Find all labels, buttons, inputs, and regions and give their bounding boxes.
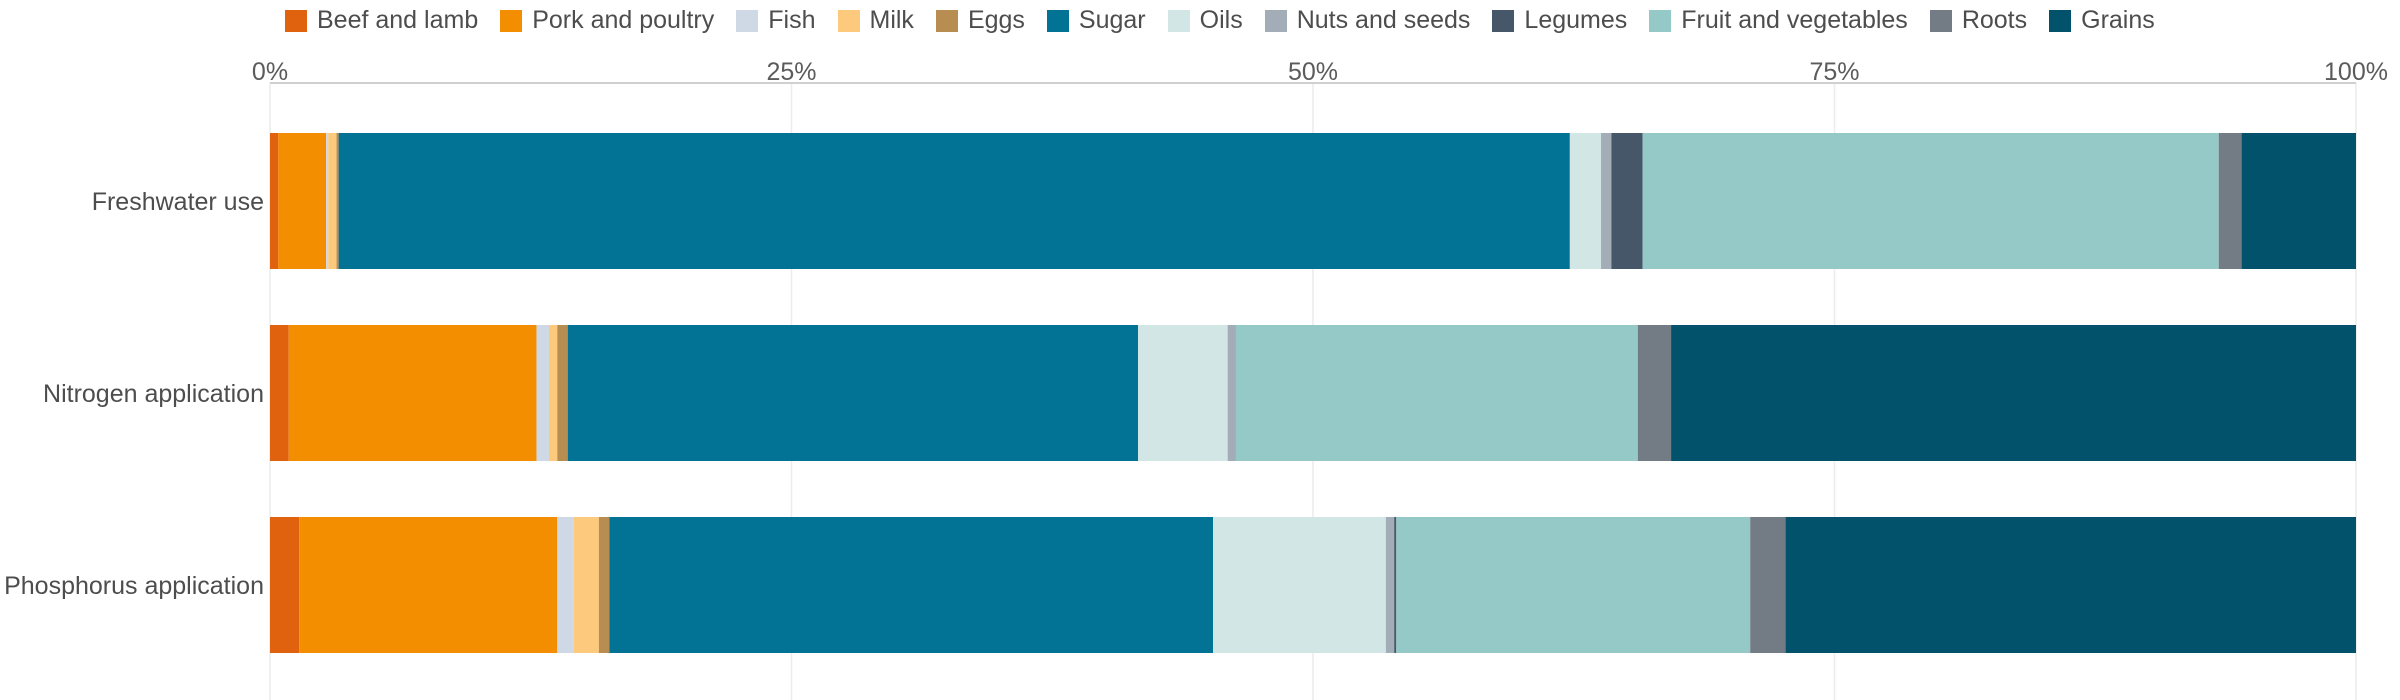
legend-item[interactable]: Milk [837, 6, 914, 35]
bar-segment[interactable] [536, 325, 549, 461]
legend-label: Beef and lamb [317, 6, 479, 34]
bar-segment[interactable] [278, 133, 327, 269]
bar-segment[interactable] [328, 133, 337, 269]
bar-group [270, 325, 2356, 461]
bar-segment[interactable] [1396, 517, 1751, 653]
bar-segment[interactable] [1213, 517, 1386, 653]
bar-segment[interactable] [2241, 133, 2356, 269]
bar-segment[interactable] [1611, 133, 1643, 269]
bar-segment[interactable] [338, 133, 1570, 269]
legend-label: Roots [1961, 6, 2028, 34]
bar-segment[interactable] [1385, 517, 1395, 653]
legend-label: Nuts and seeds [1296, 6, 1471, 34]
legend-swatch [1264, 9, 1287, 32]
bar-segment[interactable] [1750, 517, 1786, 653]
legend-swatch [736, 9, 759, 32]
legend-item[interactable]: Roots [1929, 6, 2028, 35]
x-tick-label: 25% [766, 58, 816, 86]
x-axis-ticks: 0% 25% 50% 75% 100% [252, 58, 2388, 86]
legend-swatch [1492, 9, 1515, 32]
chart-legend: Beef and lamb Pork and poultry Fish Milk Egg… [285, 6, 2177, 35]
legend-item[interactable]: Eggs [935, 6, 1025, 35]
bar-group [270, 517, 2356, 653]
legend-item[interactable]: Beef and lamb [285, 6, 478, 35]
bar-segment[interactable] [270, 325, 289, 461]
bars [270, 133, 2356, 653]
legend-item[interactable]: Legumes [1492, 6, 1627, 35]
x-tick-label: 100% [2324, 58, 2388, 86]
bar-segment[interactable] [1394, 517, 1397, 653]
legend-swatch [1167, 9, 1190, 32]
legend-label: Oils [1199, 6, 1243, 34]
bar-segment[interactable] [573, 517, 599, 653]
legend-swatch [1929, 9, 1952, 32]
bar-segment[interactable] [557, 517, 574, 653]
legend-label: Legumes [1524, 6, 1628, 34]
legend-swatch [2049, 9, 2072, 32]
legend-item[interactable]: Oils [1167, 6, 1243, 35]
legend-swatch [500, 9, 523, 32]
bar-segment[interactable] [1785, 517, 2356, 653]
x-tick-label: 75% [1809, 58, 1859, 86]
x-tick-label: 0% [252, 58, 288, 86]
legend-label: Eggs [967, 6, 1025, 34]
bar-segment[interactable] [1235, 325, 1638, 461]
legend-item[interactable]: Grains [2049, 6, 2155, 35]
bar-segment[interactable] [288, 325, 537, 461]
category-label: Freshwater use [92, 188, 264, 216]
legend-swatch [1046, 9, 1069, 32]
legend-item[interactable]: Sugar [1046, 6, 1146, 35]
legend-label: Milk [869, 6, 914, 34]
bar-segment[interactable] [1601, 133, 1612, 269]
legend-label: Fruit and vegetables [1681, 6, 1908, 34]
category-labels: Freshwater use Nitrogen application Phosph… [4, 188, 264, 600]
bar-segment[interactable] [270, 517, 300, 653]
legend-item[interactable]: Pork and poultry [500, 6, 714, 35]
bar-group [270, 133, 2356, 269]
bar-segment[interactable] [2218, 133, 2242, 269]
bar-segment[interactable] [1637, 325, 1672, 461]
bar-segment[interactable] [557, 325, 568, 461]
x-tick-label: 50% [1288, 58, 1338, 86]
legend-item[interactable]: Fruit and vegetables [1649, 6, 1908, 35]
category-label: Nitrogen application [43, 380, 264, 408]
legend-item[interactable]: Nuts and seeds [1264, 6, 1471, 35]
bar-segment[interactable] [299, 517, 558, 653]
bar-segment[interactable] [1569, 133, 1602, 269]
legend-swatch [935, 9, 958, 32]
bar-segment[interactable] [336, 133, 339, 269]
bar-segment[interactable] [270, 133, 279, 269]
bar-segment[interactable] [1227, 325, 1236, 461]
category-label: Phosphorus application [4, 572, 264, 600]
bar-segment[interactable] [326, 133, 329, 269]
legend-swatch [1649, 9, 1672, 32]
bar-segment[interactable] [598, 517, 610, 653]
legend-swatch [285, 9, 307, 32]
bar-segment[interactable] [609, 517, 1214, 653]
bar-segment[interactable] [1671, 325, 2356, 461]
bar-segment[interactable] [567, 325, 1139, 461]
bar-segment[interactable] [1642, 133, 2219, 269]
legend-label: Sugar [1078, 6, 1146, 34]
legend-label: Pork and poultry [532, 6, 715, 34]
bar-segment[interactable] [548, 325, 558, 461]
bar-segment[interactable] [1138, 325, 1228, 461]
legend-item[interactable]: Fish [736, 6, 816, 35]
legend-label: Grains [2081, 6, 2155, 34]
legend-label: Fish [768, 6, 816, 34]
legend-swatch [837, 9, 860, 32]
